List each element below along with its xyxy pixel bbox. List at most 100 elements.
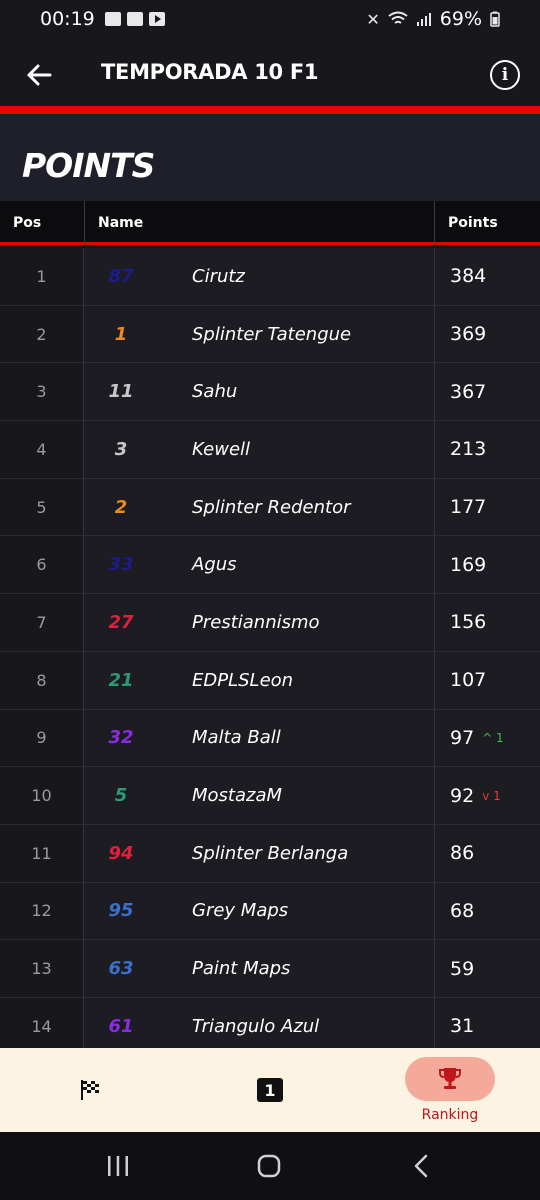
row-position: 13: [0, 940, 84, 997]
app-header: TEMPORADA 10 F1 i: [0, 38, 540, 106]
nav-standings[interactable]: 1: [180, 1048, 360, 1132]
wifi-icon: [388, 11, 408, 24]
driver-points: 169: [434, 536, 540, 594]
page-title: TEMPORADA 10 F1: [101, 60, 319, 84]
points-value: 169: [450, 553, 487, 576]
table-row[interactable]: 1 87 Cirutz 384: [0, 248, 540, 306]
driver-points: 156: [434, 594, 540, 651]
row-position: 12: [0, 882, 84, 940]
table-row[interactable]: 13 63 Paint Maps 59: [0, 940, 540, 998]
driver-points: 213: [434, 421, 540, 478]
nav-races[interactable]: [0, 1048, 180, 1132]
nav-ranking[interactable]: Ranking: [360, 1048, 540, 1132]
driver-number: 27: [108, 611, 134, 633]
table-row[interactable]: 6 33 Agus 169: [0, 536, 540, 595]
column-header-name: Name: [98, 215, 144, 231]
driver-number: 2: [114, 496, 128, 518]
row-position: 7: [0, 594, 84, 651]
info-button[interactable]: i: [490, 60, 520, 90]
driver-name: Agus: [192, 554, 237, 576]
driver-points: 97 ^ 1: [434, 709, 540, 767]
driver-points: 107: [434, 651, 540, 709]
position-change-indicator: ^ 1: [482, 730, 504, 745]
row-position: 9: [0, 709, 84, 767]
section-title: POINTS: [22, 146, 155, 185]
table-row[interactable]: 7 27 Prestiannismo 156: [0, 594, 540, 652]
driver-number: 61: [108, 1015, 134, 1037]
driver-name: Prestiannismo: [192, 611, 320, 633]
table-header: Pos Name Points: [0, 201, 540, 245]
row-position: 11: [0, 824, 84, 882]
row-position: 8: [0, 651, 84, 709]
column-divider: [84, 201, 85, 245]
driver-name: Sahu: [192, 381, 238, 403]
table-row[interactable]: 5 2 Splinter Redentor 177: [0, 478, 540, 537]
row-position: 3: [0, 363, 84, 421]
driver-number: 95: [108, 900, 134, 922]
row-position: 14: [0, 997, 84, 1048]
home-icon[interactable]: [257, 1154, 281, 1178]
points-value: 86: [450, 842, 475, 865]
driver-number: 32: [108, 727, 134, 749]
points-value: 369: [450, 323, 487, 346]
header-accent-bar: [0, 106, 540, 114]
table-row[interactable]: 3 11 Sahu 367: [0, 363, 540, 422]
points-value: 367: [450, 380, 487, 403]
section-header: POINTS: [0, 114, 540, 201]
discord-icon: [126, 12, 143, 26]
driver-number: 94: [108, 842, 134, 864]
column-divider: [434, 201, 435, 245]
table-row[interactable]: 14 61 Triangulo Azul 31: [0, 997, 540, 1048]
battery-icon: [490, 11, 500, 27]
nav-ranking-label: Ranking: [421, 1107, 479, 1123]
driver-number: 3: [114, 438, 128, 460]
points-value: 59: [450, 957, 475, 980]
table-row[interactable]: 11 94 Splinter Berlanga 86: [0, 824, 540, 883]
points-value: 97: [450, 726, 475, 749]
nav-ranking-pill: [405, 1057, 495, 1101]
driver-name: Malta Ball: [192, 727, 281, 749]
row-position: 5: [0, 478, 84, 536]
column-header-points: Points: [448, 215, 498, 231]
recent-apps-icon[interactable]: [106, 1154, 130, 1178]
system-navigation-bar: [0, 1132, 540, 1200]
position-change-indicator: v 1: [482, 788, 501, 803]
driver-points: 369: [434, 305, 540, 363]
table-row[interactable]: 2 1 Splinter Tatengue 369: [0, 305, 540, 364]
table-row[interactable]: 9 32 Malta Ball 97 ^ 1: [0, 709, 540, 768]
driver-points: 367: [434, 363, 540, 421]
table-row[interactable]: 8 21 EDPLSLeon 107: [0, 651, 540, 710]
points-value: 177: [450, 496, 487, 519]
points-value: 107: [450, 669, 487, 692]
driver-number: 33: [108, 554, 134, 576]
back-button[interactable]: [22, 58, 56, 92]
driver-number: 63: [108, 958, 134, 980]
status-left: 00:19: [40, 8, 165, 30]
driver-points: 86: [434, 824, 540, 882]
driver-number: 5: [114, 785, 128, 807]
table-row[interactable]: 10 5 MostazaM 92 v 1: [0, 767, 540, 825]
notification-icons: [104, 12, 165, 26]
trophy-icon: [439, 1068, 461, 1089]
driver-name: Splinter Tatengue: [192, 323, 352, 345]
info-icon: i: [501, 65, 509, 85]
points-value: 213: [450, 438, 487, 461]
table-row[interactable]: 12 95 Grey Maps 68: [0, 882, 540, 941]
back-nav-icon[interactable]: [410, 1154, 434, 1178]
standings-list[interactable]: 1 87 Cirutz 384 2 1 Splinter Tatengue 369 3 11 Sah…: [0, 248, 540, 1048]
gallery-icon: [104, 12, 121, 26]
driver-name: Splinter Berlanga: [192, 842, 349, 864]
points-value: 156: [450, 611, 487, 634]
status-right: ✕ 69%: [366, 8, 500, 30]
driver-name: Paint Maps: [192, 958, 291, 980]
driver-name: Splinter Redentor: [192, 496, 351, 518]
row-position: 2: [0, 305, 84, 363]
driver-points: 92 v 1: [434, 767, 540, 824]
table-row[interactable]: 4 3 Kewell 213: [0, 421, 540, 479]
back-arrow-icon: [27, 64, 52, 86]
driver-points: 384: [434, 248, 540, 305]
points-value: 384: [450, 265, 487, 288]
driver-number: 11: [108, 381, 134, 403]
driver-name: EDPLSLeon: [192, 669, 294, 691]
driver-points: 59: [434, 940, 540, 997]
